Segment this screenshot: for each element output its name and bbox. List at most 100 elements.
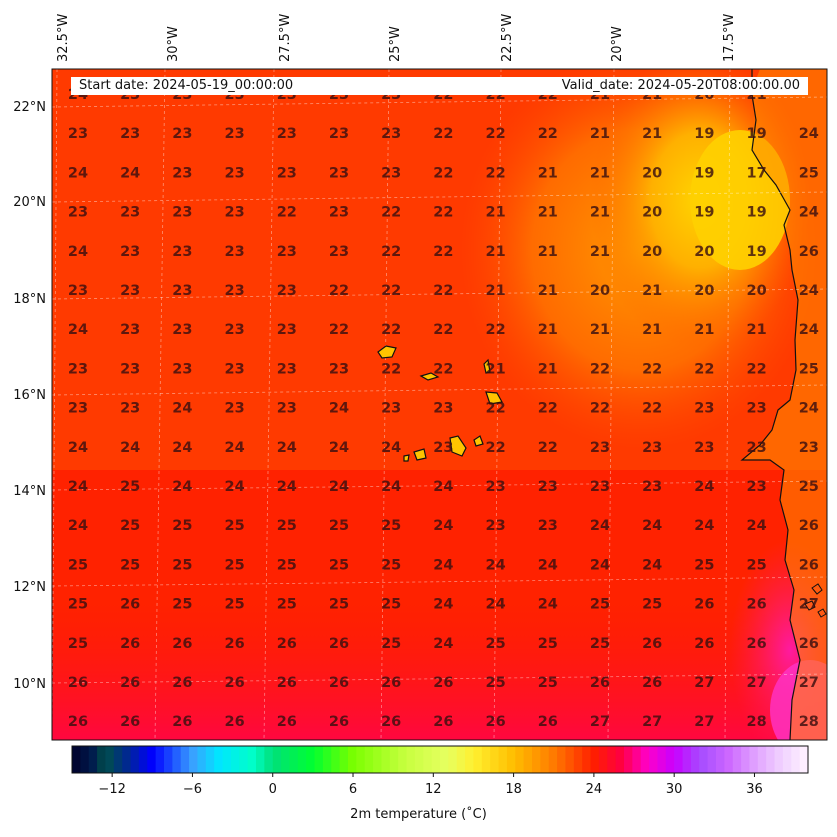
grid-value: 22 bbox=[433, 126, 453, 142]
grid-value: 26 bbox=[747, 636, 767, 652]
grid-value: 21 bbox=[642, 322, 662, 338]
grid-value: 23 bbox=[277, 322, 297, 338]
grid-value: 26 bbox=[799, 636, 819, 652]
fogo-island bbox=[413, 448, 427, 461]
grid-value: 26 bbox=[172, 714, 192, 730]
colorbar-segment bbox=[440, 746, 449, 773]
grid-value: 25 bbox=[277, 597, 297, 613]
grid-value: 25 bbox=[277, 557, 297, 573]
grid-value: 25 bbox=[172, 518, 192, 534]
colorbar-segment bbox=[398, 746, 408, 773]
grid-value: 23 bbox=[120, 244, 140, 260]
colorbar-segment bbox=[88, 746, 98, 773]
lon-label: 22.5°W bbox=[500, 14, 515, 62]
grid-value: 20 bbox=[694, 244, 714, 260]
grid-value: 22 bbox=[381, 322, 401, 338]
colorbar-segment bbox=[331, 746, 341, 773]
grid-value: 27 bbox=[694, 675, 714, 691]
grid-value: 20 bbox=[642, 165, 662, 181]
grid-value: 24 bbox=[642, 557, 662, 573]
grid-value: 26 bbox=[277, 636, 297, 652]
cape-verde-islands bbox=[377, 345, 503, 462]
grid-value: 22 bbox=[590, 401, 610, 417]
grid-value: 26 bbox=[799, 244, 819, 260]
grid-value: 19 bbox=[747, 205, 767, 221]
grid-value: 25 bbox=[225, 557, 245, 573]
grid-value: 23 bbox=[172, 283, 192, 299]
colorbar-segment bbox=[348, 746, 357, 773]
grid-value: 24 bbox=[799, 401, 819, 417]
grid-value: 25 bbox=[799, 165, 819, 181]
colorbar-segment bbox=[498, 746, 508, 773]
grid-value: 23 bbox=[381, 126, 401, 142]
colorbar-segment bbox=[774, 746, 784, 773]
grid-value: 24 bbox=[68, 165, 88, 181]
colorbar-segment bbox=[782, 746, 792, 773]
grid-value: 23 bbox=[225, 165, 245, 181]
grid-value: 25 bbox=[642, 597, 662, 613]
grid-value: 24 bbox=[329, 401, 349, 417]
grid-value: 23 bbox=[538, 518, 558, 534]
santo-antao-island bbox=[377, 345, 397, 359]
grid-value: 25 bbox=[381, 557, 401, 573]
grid-value: 22 bbox=[642, 361, 662, 377]
grid-value: 23 bbox=[277, 244, 297, 260]
colorbar-segment bbox=[674, 746, 684, 773]
grid-value: 23 bbox=[277, 401, 297, 417]
grid-value: 23 bbox=[747, 479, 767, 495]
grid-value: 23 bbox=[590, 479, 610, 495]
colorbar-segment bbox=[749, 746, 759, 773]
grid-value: 24 bbox=[225, 440, 245, 456]
grid-value: 26 bbox=[68, 675, 88, 691]
santiago-island bbox=[449, 435, 467, 457]
colorbar-segment bbox=[732, 746, 742, 773]
colorbar-segment bbox=[80, 746, 90, 773]
grid-value: 25 bbox=[590, 636, 610, 652]
colorbar-tick-label: −12 bbox=[98, 782, 125, 797]
colorbar-segment bbox=[465, 746, 475, 773]
grid-value: 26 bbox=[799, 557, 819, 573]
colorbar-segment bbox=[364, 746, 374, 773]
grid-value: 26 bbox=[225, 714, 245, 730]
colorbar-segment bbox=[406, 746, 416, 773]
colorbar-segment bbox=[205, 746, 215, 773]
bissagos-islands bbox=[804, 583, 827, 618]
grid-value: 22 bbox=[486, 126, 506, 142]
colorbar-segment bbox=[122, 746, 132, 773]
grid-value: 21 bbox=[590, 126, 610, 142]
colorbar-segment bbox=[540, 746, 550, 773]
sao-nicolau-island bbox=[483, 358, 491, 374]
grid-value: 21 bbox=[590, 322, 610, 338]
grid-value: 22 bbox=[694, 361, 714, 377]
grid-value: 25 bbox=[68, 636, 88, 652]
colorbar-segment bbox=[222, 746, 232, 773]
colorbar-segment bbox=[649, 746, 659, 773]
grid-value: 26 bbox=[590, 675, 610, 691]
grid-value: 23 bbox=[225, 322, 245, 338]
grid-value: 23 bbox=[68, 401, 88, 417]
grid-value: 25 bbox=[120, 557, 140, 573]
colorbar-tick-label: 12 bbox=[425, 782, 442, 797]
grid-value: 23 bbox=[225, 126, 245, 142]
colorbar-segment bbox=[97, 746, 107, 773]
grid-value: 23 bbox=[642, 479, 662, 495]
grid-value: 23 bbox=[120, 283, 140, 299]
grid-value: 23 bbox=[381, 401, 401, 417]
grid-value: 24 bbox=[433, 597, 453, 613]
grid-value: 21 bbox=[486, 283, 506, 299]
grid-value: 24 bbox=[381, 479, 401, 495]
grid-value: 24 bbox=[381, 440, 401, 456]
grid-value: 25 bbox=[799, 479, 819, 495]
colorbar-tick-label: 36 bbox=[746, 782, 763, 797]
colorbar-segment bbox=[297, 746, 307, 773]
grid-value: 25 bbox=[329, 518, 349, 534]
grid-value: 23 bbox=[642, 440, 662, 456]
colorbar-segment bbox=[356, 746, 366, 773]
colorbar-segment bbox=[289, 746, 299, 773]
grid-value: 26 bbox=[277, 675, 297, 691]
grid-value: 26 bbox=[277, 714, 297, 730]
grid-value: 22 bbox=[381, 205, 401, 221]
grid-value: 22 bbox=[381, 361, 401, 377]
colorbar-segment bbox=[414, 746, 424, 773]
grid-value: 22 bbox=[538, 401, 558, 417]
